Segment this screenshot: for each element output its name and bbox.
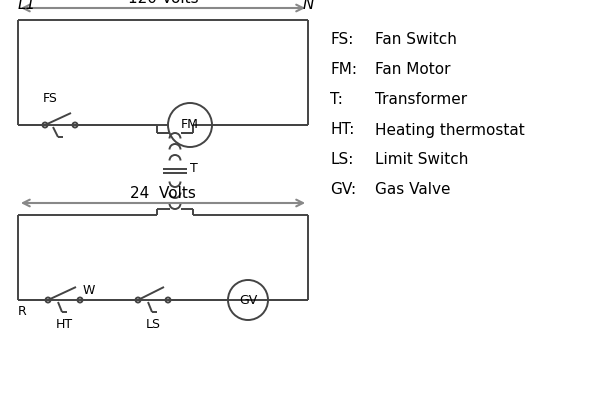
Text: FM: FM [181, 118, 199, 132]
Text: 120 Volts: 120 Volts [127, 0, 198, 6]
Text: Gas Valve: Gas Valve [375, 182, 451, 198]
Text: FS:: FS: [330, 32, 353, 48]
Text: T: T [190, 162, 198, 176]
Text: FS: FS [43, 92, 58, 105]
Text: FM:: FM: [330, 62, 357, 78]
Text: HT:: HT: [330, 122, 355, 138]
Text: LS:: LS: [330, 152, 353, 168]
Text: Limit Switch: Limit Switch [375, 152, 468, 168]
Text: R: R [18, 305, 27, 318]
Text: GV:: GV: [330, 182, 356, 198]
Text: HT: HT [55, 318, 73, 331]
Text: LS: LS [146, 318, 160, 331]
Text: L1: L1 [18, 0, 36, 12]
Text: 24  Volts: 24 Volts [130, 186, 196, 201]
Text: Heating thermostat: Heating thermostat [375, 122, 525, 138]
Text: Transformer: Transformer [375, 92, 467, 108]
Text: GV: GV [239, 294, 257, 306]
Text: N: N [302, 0, 314, 12]
Text: Fan Motor: Fan Motor [375, 62, 451, 78]
Text: Fan Switch: Fan Switch [375, 32, 457, 48]
Text: W: W [83, 284, 96, 297]
Text: T:: T: [330, 92, 343, 108]
